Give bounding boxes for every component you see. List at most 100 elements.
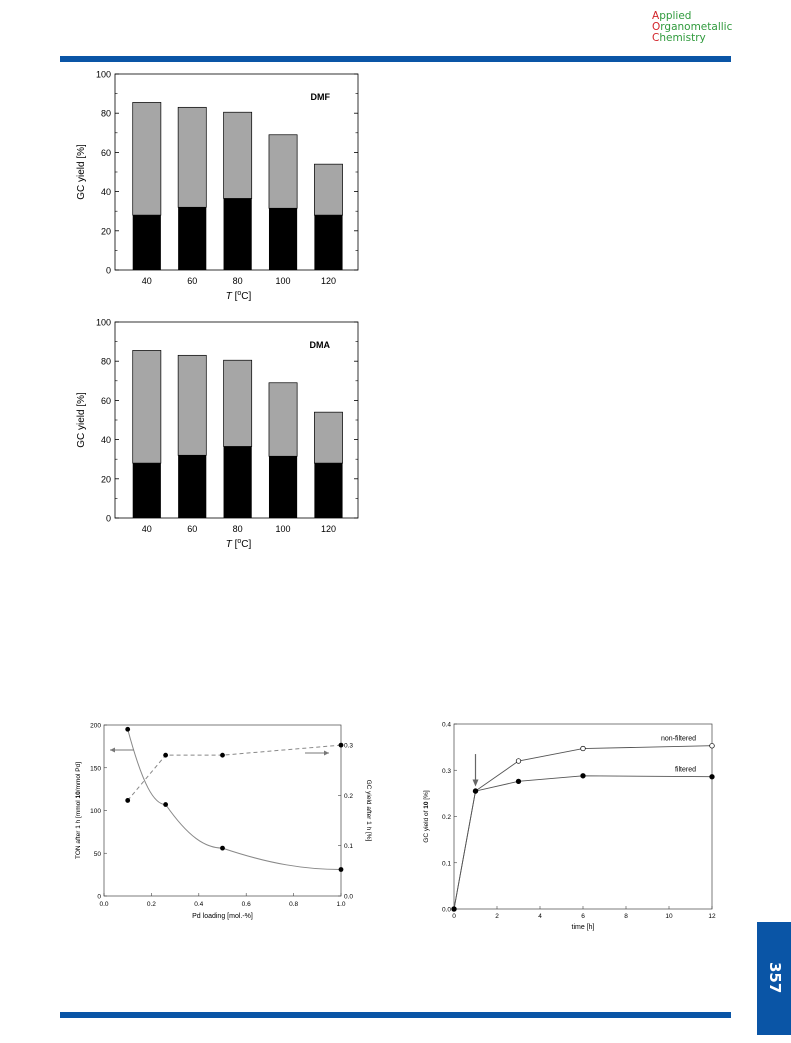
logo-letter-c: C	[652, 32, 660, 44]
header-rule	[60, 56, 731, 62]
y-tick-label: 60	[101, 148, 111, 158]
logo-rest-3: hemistry	[659, 32, 706, 44]
yield-point	[125, 798, 131, 803]
bar-lower	[314, 215, 343, 270]
bar-lower	[132, 463, 161, 518]
non-filtered-point	[580, 745, 586, 752]
left-axis-arrowhead	[110, 747, 115, 753]
bar-total	[132, 102, 162, 216]
yield-point	[338, 742, 344, 748]
series-label: filtered	[675, 767, 696, 774]
ton-point	[338, 867, 344, 872]
filtration-arrowhead	[472, 779, 479, 787]
y-tick-label: 80	[101, 109, 111, 119]
logo-letter-o: O	[652, 21, 661, 33]
filtered-point	[709, 774, 715, 780]
non-filtered-point	[709, 743, 715, 749]
ton-point	[163, 802, 169, 807]
journal-logo: Applied Organometallic Chemistry	[652, 11, 732, 44]
bar-chart-dmf: 0 20 40 60 80 100 40 60 80 100 120 DMF GC yield [%] T…	[76, 70, 359, 302]
y-tick-label: 80	[101, 357, 111, 367]
y-tick-label: 40	[101, 187, 111, 197]
page-number: 357	[766, 962, 784, 994]
bar-total	[268, 382, 298, 457]
line-chart-hot-filtration: 0 2 4 6 8 10 12 0.0 0.1 0.2 0.3 0.4 non-filtered filt…	[423, 722, 716, 932]
x-tick-label: 80	[233, 524, 243, 534]
y-left-axis-label: TON after 1 h [mmol 10/mmol Pd]	[75, 762, 82, 859]
bar-total	[314, 411, 343, 464]
plot-frame	[103, 724, 342, 897]
logo-letter-a: A	[652, 10, 660, 22]
logo-rest-2: rganometallic	[660, 21, 733, 33]
yield-point	[220, 752, 225, 758]
journal-name-line-2: Organometallic	[652, 22, 732, 33]
x-tick-label: 80	[233, 276, 243, 286]
x-axis-label: Pd loading [mol.-%]	[192, 913, 253, 920]
bar-total	[223, 359, 253, 447]
y-right-axis-label: GC yield after 1 h [%]	[365, 780, 372, 842]
y-left-tick-label: 50	[94, 851, 102, 858]
y-tick-label: 0.0	[442, 907, 451, 914]
journal-name-line-1: Applied	[652, 11, 732, 22]
x-tick-label: 40	[142, 276, 152, 286]
bar-total	[177, 106, 207, 208]
y-left-tick-label: 0	[97, 894, 101, 901]
yield-line	[127, 744, 342, 801]
right-axis-arrowhead	[324, 750, 329, 756]
bar-lower	[132, 215, 161, 270]
filtered-point	[515, 778, 522, 784]
x-tick-label: 2	[495, 913, 499, 920]
bar-chart-dma: 0 20 40 60 80 100 40 60 80 100 120 DMA GC yield [%] T…	[76, 318, 359, 550]
y-tick-label: 100	[96, 318, 111, 328]
journal-name-line-3: Chemistry	[652, 33, 732, 44]
x-tick-label: 0.2	[147, 901, 156, 908]
x-axis-label: T [oC]	[226, 538, 252, 550]
y-right-tick-label: 0.3	[344, 743, 353, 750]
x-tick-label: 100	[276, 276, 291, 286]
logo-rest-1: pplied	[659, 10, 692, 22]
y-tick-label: 100	[96, 70, 111, 80]
bar-lower	[268, 208, 298, 270]
bar-lower	[268, 456, 298, 518]
y-axis-label: GC yield [%]	[76, 144, 87, 200]
x-tick-label: 60	[187, 524, 197, 534]
bar-lower	[178, 207, 207, 270]
yield-point	[163, 752, 169, 758]
bar-total	[268, 134, 298, 209]
y-axis-label: GC yield of 10 [%]	[423, 790, 430, 843]
y-tick-label: 40	[101, 435, 111, 445]
y-right-tick-label: 0.1	[344, 843, 353, 850]
y-right-tick-label: 0.0	[344, 894, 353, 901]
x-axis-label: T [oC]	[226, 290, 252, 302]
y-axis-label: GC yield [%]	[76, 392, 87, 448]
bar-lower	[223, 198, 252, 270]
y-tick-label: 0.1	[442, 860, 451, 867]
footer-rule	[60, 1012, 731, 1018]
y-tick-label: 0	[106, 266, 111, 276]
x-tick-label: 0.0	[99, 901, 108, 908]
non-filtered-point	[515, 758, 522, 764]
bar-total	[132, 350, 162, 464]
x-tick-label: 12	[708, 913, 716, 920]
y-tick-label: 0.2	[442, 814, 451, 821]
x-tick-label: 60	[187, 276, 197, 286]
y-tick-label: 0.4	[442, 722, 451, 729]
filtered-point	[451, 906, 457, 912]
x-tick-label: 100	[276, 524, 291, 534]
x-tick-label: 120	[321, 524, 336, 534]
x-axis-label: time [h]	[572, 924, 595, 931]
ton-point	[220, 845, 225, 851]
ton-point	[125, 726, 131, 732]
bar-lower	[178, 455, 207, 518]
y-tick-label: 0	[106, 514, 111, 524]
y-left-tick-label: 100	[90, 808, 101, 815]
x-tick-label: 1.0	[336, 901, 345, 908]
x-tick-label: 0	[452, 913, 456, 920]
bar-lower	[223, 446, 252, 518]
y-tick-label: 60	[101, 396, 111, 406]
x-tick-label: 40	[142, 524, 152, 534]
x-tick-label: 0.8	[289, 901, 298, 908]
x-tick-label: 120	[321, 276, 336, 286]
x-tick-label: 0.4	[194, 901, 203, 908]
bar-total	[177, 354, 207, 456]
